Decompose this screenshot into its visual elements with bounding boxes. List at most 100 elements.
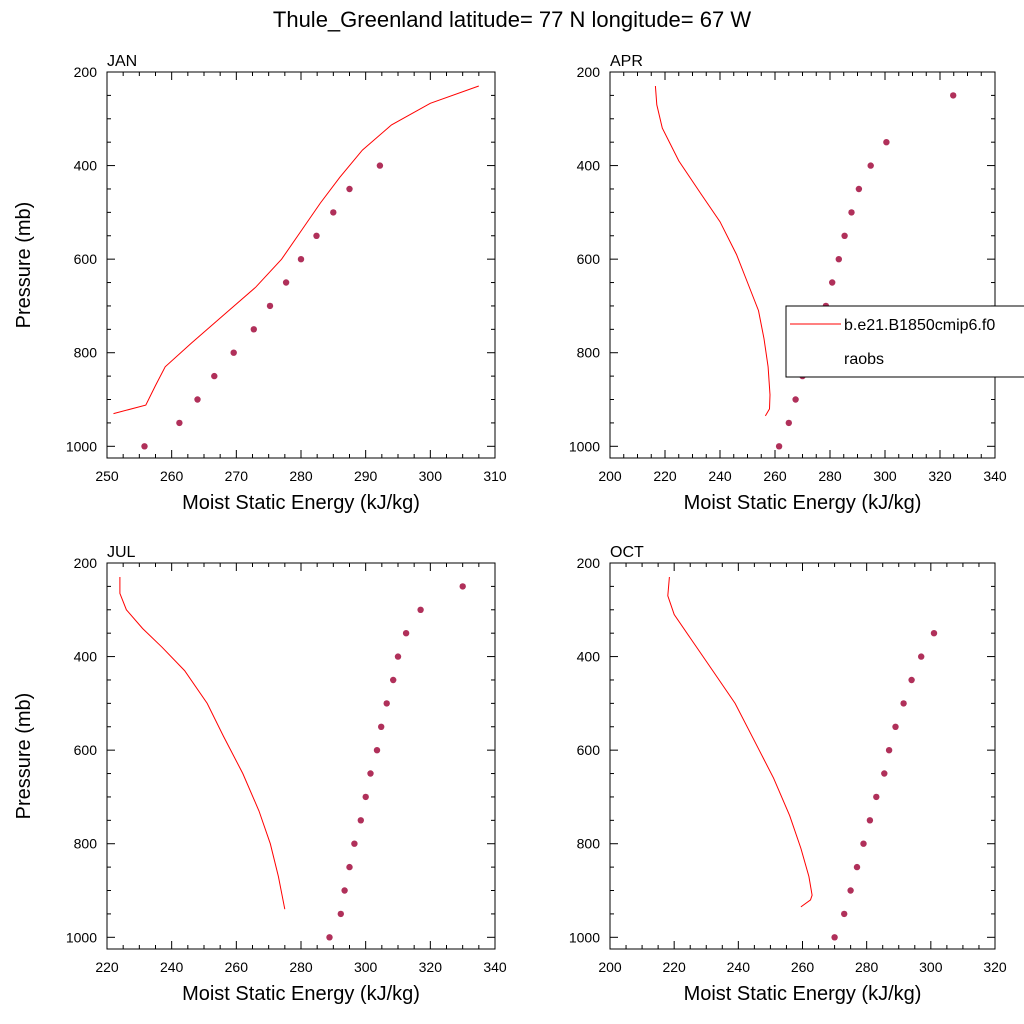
y-tick-label: 200 xyxy=(577,555,601,571)
x-tick-label: 220 xyxy=(95,959,119,975)
x-tick-label: 270 xyxy=(225,468,249,484)
x-tick-label: 260 xyxy=(225,959,249,975)
x-tick-label: 240 xyxy=(727,959,751,975)
raobs-point xyxy=(211,372,218,380)
y-tick-label: 1000 xyxy=(569,929,600,945)
x-tick-label: 200 xyxy=(598,959,622,975)
raobs-point xyxy=(250,326,257,333)
raobs-point xyxy=(141,443,148,450)
legend-model-label: b.e21.B1850cmip6.f0 xyxy=(844,317,995,334)
panels-group: 250 260 270 280 290 300 310 200 400 600 800 1000 JAN… xyxy=(13,53,1024,1005)
raobs-point xyxy=(873,793,880,801)
x-tick-label: 260 xyxy=(791,959,815,975)
y-tick-label: 800 xyxy=(577,345,601,361)
model-line xyxy=(667,576,813,908)
x-axis-label: Moist Static Energy (kJ/kg) xyxy=(684,492,922,514)
x-tick-label: 280 xyxy=(289,959,313,975)
panel-oct: 200 220 240 260 280 300 320 200 400 600 800 1000 OCT… xyxy=(569,544,1007,1005)
panel-jan: 250 260 270 280 290 300 310 200 400 600 800 1000 JAN… xyxy=(13,53,507,514)
y-tick-label: 600 xyxy=(74,742,98,758)
raobs-point xyxy=(785,419,792,427)
y-tick-label: 800 xyxy=(577,836,601,852)
raobs-point xyxy=(266,302,274,310)
raobs-point xyxy=(341,887,348,894)
y-tick-label: 200 xyxy=(577,64,601,80)
x-tick-label: 320 xyxy=(983,959,1007,975)
raobs-point xyxy=(860,840,867,847)
raobs-point xyxy=(831,934,838,941)
model-line xyxy=(113,85,479,415)
raobs-point xyxy=(194,396,201,403)
legend-box xyxy=(785,305,1024,378)
y-tick-label: 200 xyxy=(74,555,98,571)
raobs-point xyxy=(326,934,333,941)
raobs-point xyxy=(373,747,381,754)
raobs-point xyxy=(367,770,374,777)
y-tick-label: 400 xyxy=(74,158,98,174)
x-axis-label: Moist Static Energy (kJ/kg) xyxy=(182,492,420,514)
x-tick-label: 320 xyxy=(419,959,443,975)
legend: b.e21.B1850cmip6.f0 raobs xyxy=(785,305,1024,378)
raobs-point xyxy=(853,863,861,871)
raobs-point xyxy=(357,817,364,824)
y-axis-label: Pressure (mb) xyxy=(13,202,35,329)
raobs-point xyxy=(792,396,799,403)
raobs-point xyxy=(900,700,907,707)
raobs-point xyxy=(829,279,836,286)
raobs-point xyxy=(908,676,915,684)
y-axis-label: Pressure (mb) xyxy=(13,693,35,820)
x-axis-label: Moist Static Energy (kJ/kg) xyxy=(182,983,420,1005)
x-tick-label: 280 xyxy=(855,959,879,975)
x-tick-label: 240 xyxy=(160,959,184,975)
raobs-point xyxy=(351,840,358,847)
raobs-point xyxy=(918,653,925,660)
raobs-point xyxy=(775,443,783,450)
y-tick-label: 800 xyxy=(74,836,98,852)
raobs-point xyxy=(855,185,863,193)
figure-title: Thule_Greenland latitude= 77 N longitude… xyxy=(273,7,751,32)
plot-frame xyxy=(609,562,996,950)
x-tick-label: 320 xyxy=(928,468,952,484)
model-line xyxy=(119,577,286,910)
y-tick-label: 600 xyxy=(74,251,98,267)
x-tick-label: 250 xyxy=(95,468,119,484)
raobs-point xyxy=(176,419,183,427)
y-tick-label: 600 xyxy=(577,251,601,267)
raobs-point xyxy=(866,817,874,824)
x-tick-label: 300 xyxy=(419,468,443,484)
x-tick-label: 280 xyxy=(289,468,313,484)
panel-title: JUL xyxy=(107,544,136,561)
x-tick-label: 310 xyxy=(483,468,507,484)
panel-apr: 200 220 240 260 280 300 320 340 200 400 600 800 1000… xyxy=(569,53,1024,514)
raobs-point xyxy=(346,863,353,871)
raobs-point xyxy=(383,700,390,707)
y-tick-label: 800 xyxy=(74,345,98,361)
raobs-point xyxy=(230,349,237,356)
raobs-point xyxy=(881,770,888,777)
x-tick-label: 260 xyxy=(160,468,184,484)
x-tick-label: 340 xyxy=(983,468,1007,484)
raobs-point xyxy=(459,583,466,590)
raobs-point xyxy=(378,723,385,730)
x-tick-label: 290 xyxy=(354,468,378,484)
y-tick-label: 400 xyxy=(74,649,98,665)
raobs-point xyxy=(417,606,424,613)
x-tick-label: 340 xyxy=(483,959,507,975)
raobs-point xyxy=(930,630,938,637)
raobs-point xyxy=(330,209,337,216)
panel-title: APR xyxy=(610,53,643,70)
plot-frame xyxy=(106,71,496,459)
panel-title: OCT xyxy=(610,544,644,561)
raobs-point xyxy=(402,630,410,637)
y-tick-label: 1000 xyxy=(66,929,97,945)
raobs-point xyxy=(362,793,369,801)
y-tick-label: 400 xyxy=(577,649,601,665)
plot-frame xyxy=(609,71,996,459)
x-tick-label: 300 xyxy=(919,959,943,975)
raobs-point xyxy=(950,92,957,99)
raobs-point xyxy=(376,162,384,169)
raobs-point xyxy=(867,162,874,169)
x-tick-label: 300 xyxy=(354,959,378,975)
raobs-point xyxy=(835,256,842,263)
